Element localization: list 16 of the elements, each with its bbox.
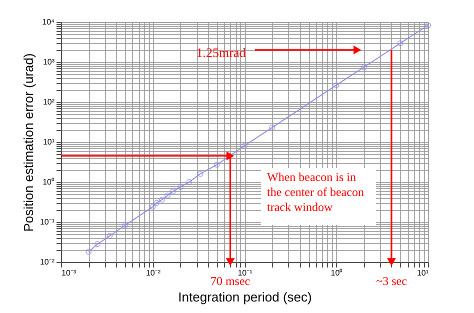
y-tick-label: 10³ (42, 58, 55, 66)
x-tick-label: 10¹ (416, 268, 429, 278)
x-tick-label: 10⁻³ (62, 268, 76, 278)
y-axis-title: Position estimation error (urad) (20, 53, 36, 232)
x-tick-label: 10⁰ (330, 268, 343, 278)
y-tick-label: 10⁴ (42, 18, 56, 26)
y-tick-label: 10⁰ (42, 178, 54, 186)
annotation: 1.25mrad (196, 45, 246, 60)
x-tick-label: 10⁻² (146, 268, 161, 278)
x-axis-title: Integration period (sec) (178, 290, 312, 304)
y-tick-label: 10² (42, 98, 55, 106)
annotation: When beacon is in the center of beacon track window (267, 170, 364, 214)
annotation: ~3 sec (376, 274, 407, 288)
y-tick-label: 10¹ (42, 138, 55, 146)
y-tick-label: 10⁻¹ (40, 218, 55, 226)
y-tick-label: 10⁻² (40, 258, 55, 266)
